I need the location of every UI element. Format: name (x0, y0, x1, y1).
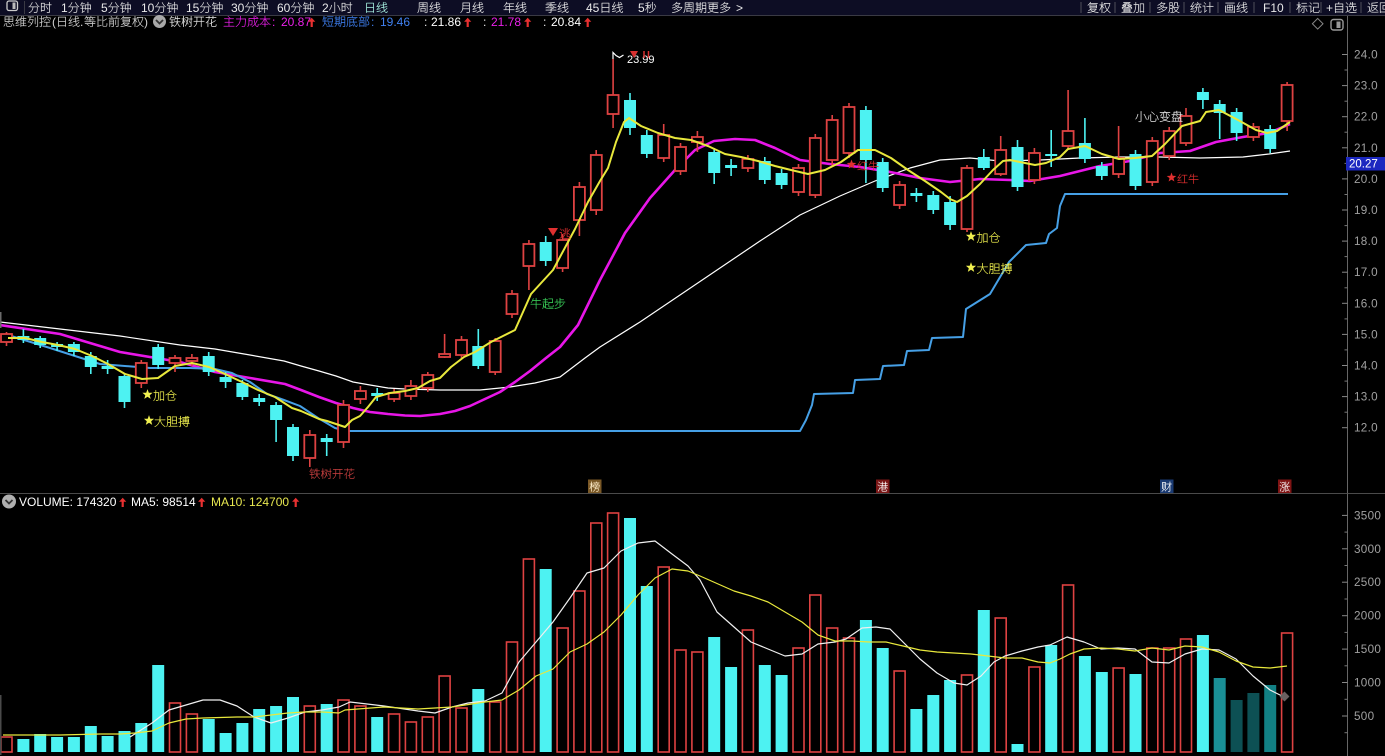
svg-text:10: 10 (141, 1, 155, 15)
svg-text:F10: F10 (1263, 1, 1284, 15)
svg-text:24.0: 24.0 (1354, 49, 1378, 62)
svg-text:2500: 2500 (1354, 576, 1381, 589)
svg-text:21.0: 21.0 (1354, 142, 1378, 155)
svg-text::: : (543, 15, 546, 29)
svg-text:500: 500 (1354, 710, 1375, 723)
svg-text:17.0: 17.0 (1354, 266, 1378, 279)
svg-text:14.0: 14.0 (1354, 360, 1378, 373)
svg-text:1: 1 (61, 1, 68, 15)
svg-text:20.0: 20.0 (1354, 173, 1378, 186)
svg-text:2: 2 (322, 1, 329, 15)
svg-text:23.0: 23.0 (1354, 80, 1378, 93)
svg-text:20.27: 20.27 (1349, 159, 1378, 171)
svg-text:2000: 2000 (1354, 610, 1381, 623)
svg-text:19.0: 19.0 (1354, 204, 1378, 217)
svg-text:30: 30 (231, 1, 245, 15)
svg-text:>: > (736, 1, 743, 15)
svg-text:20.84: 20.84 (551, 15, 581, 29)
svg-text:3500: 3500 (1354, 509, 1381, 522)
svg-text:21.78: 21.78 (491, 15, 521, 29)
svg-text:+: + (1326, 1, 1333, 15)
svg-text:MA5: 98514: MA5: 98514 (131, 495, 196, 509)
svg-text:19.46: 19.46 (380, 15, 410, 29)
svg-text:15.0: 15.0 (1354, 328, 1378, 341)
svg-text:1000: 1000 (1354, 677, 1381, 690)
svg-text:12.0: 12.0 (1354, 422, 1378, 435)
svg-text:3000: 3000 (1354, 543, 1381, 556)
svg-text::: : (272, 15, 275, 29)
svg-text:21.86: 21.86 (431, 15, 461, 29)
svg-text::: : (371, 15, 374, 29)
svg-text:MA10: 124700: MA10: 124700 (211, 495, 289, 509)
svg-text:1500: 1500 (1354, 643, 1381, 656)
svg-text:VOLUME: 174320: VOLUME: 174320 (19, 495, 117, 509)
svg-text:45: 45 (586, 1, 600, 15)
svg-text:23.99: 23.99 (627, 54, 655, 66)
svg-text:20.87: 20.87 (281, 15, 311, 29)
svg-text:5: 5 (101, 1, 108, 15)
svg-text:22.0: 22.0 (1354, 111, 1378, 124)
svg-text:5: 5 (638, 1, 645, 15)
svg-text:.: . (80, 15, 83, 29)
svg-text::: : (483, 15, 486, 29)
svg-text::: : (424, 15, 427, 29)
svg-text:(: ( (52, 15, 56, 29)
svg-text:): ) (144, 15, 148, 29)
svg-text:15: 15 (186, 1, 200, 15)
svg-text:60: 60 (277, 1, 291, 15)
svg-text:16.0: 16.0 (1354, 297, 1378, 310)
svg-text:18.0: 18.0 (1354, 235, 1378, 248)
svg-text:13.0: 13.0 (1354, 391, 1378, 404)
